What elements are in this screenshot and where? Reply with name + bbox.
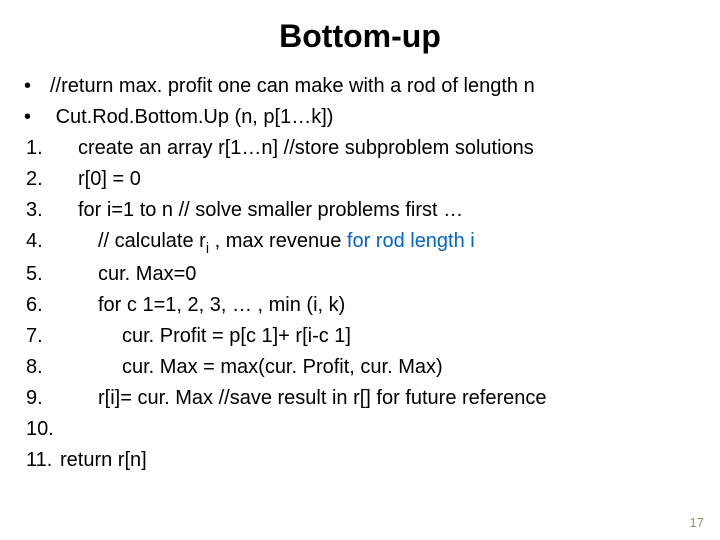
line-number: 11. — [24, 445, 60, 476]
code-line-5: 5. cur. Max=0 — [24, 259, 696, 290]
code-line-9: 9. r[i]= cur. Max //save result in r[] f… — [24, 383, 696, 414]
code-line-7: 7. cur. Profit = p[c 1]+ r[i-c 1] — [24, 321, 696, 352]
line-number: 1. — [24, 133, 60, 164]
line-number: 8. — [24, 352, 60, 383]
bullet-line-1: • //return max. profit one can make with… — [24, 71, 696, 102]
slide-body: • //return max. profit one can make with… — [0, 71, 720, 476]
code-text: for i=1 to n // solve smaller problems f… — [60, 195, 463, 226]
line-number: 7. — [24, 321, 60, 352]
line-number: 9. — [24, 383, 60, 414]
page-number: 17 — [690, 515, 704, 530]
code-text: r[0] = 0 — [60, 164, 141, 195]
code-line-4: 4. // calculate ri , max revenue for rod… — [24, 226, 696, 259]
code-text: r[i]= cur. Max //save result in r[] for … — [60, 383, 547, 414]
code-line-10: 10. — [24, 414, 696, 445]
line-number: 3. — [24, 195, 60, 226]
line-number: 2. — [24, 164, 60, 195]
code-text: cur. Max = max(cur. Profit, cur. Max) — [60, 352, 443, 383]
code-line-2: 2. r[0] = 0 — [24, 164, 696, 195]
code-text: create an array r[1…n] //store subproble… — [60, 133, 534, 164]
code-line-11: 11. return r[n] — [24, 445, 696, 476]
code-text: cur. Max=0 — [60, 259, 196, 290]
slide-title: Bottom-up — [0, 0, 720, 71]
bullet-line-2: • Cut.Rod.Bottom.Up (n, p[1…k]) — [24, 102, 696, 133]
bullet-text: Cut.Rod.Bottom.Up (n, p[1…k]) — [50, 102, 333, 133]
bullet-text: //return max. profit one can make with a… — [50, 71, 535, 102]
code-text: // calculate ri , max revenue for rod le… — [60, 226, 475, 259]
code-text: for c 1=1, 2, 3, … , min (i, k) — [60, 290, 345, 321]
line-number: 10. — [24, 414, 60, 445]
code-text: cur. Profit = p[c 1]+ r[i-c 1] — [60, 321, 351, 352]
bullet-dot: • — [24, 102, 50, 133]
code-line-3: 3. for i=1 to n // solve smaller problem… — [24, 195, 696, 226]
line-number: 6. — [24, 290, 60, 321]
code-line-6: 6. for c 1=1, 2, 3, … , min (i, k) — [24, 290, 696, 321]
code-line-8: 8. cur. Max = max(cur. Profit, cur. Max) — [24, 352, 696, 383]
line-number: 4. — [24, 226, 60, 257]
bullet-dot: • — [24, 71, 50, 102]
code-text: return r[n] — [60, 445, 147, 476]
line-number: 5. — [24, 259, 60, 290]
code-line-1: 1. create an array r[1…n] //store subpro… — [24, 133, 696, 164]
